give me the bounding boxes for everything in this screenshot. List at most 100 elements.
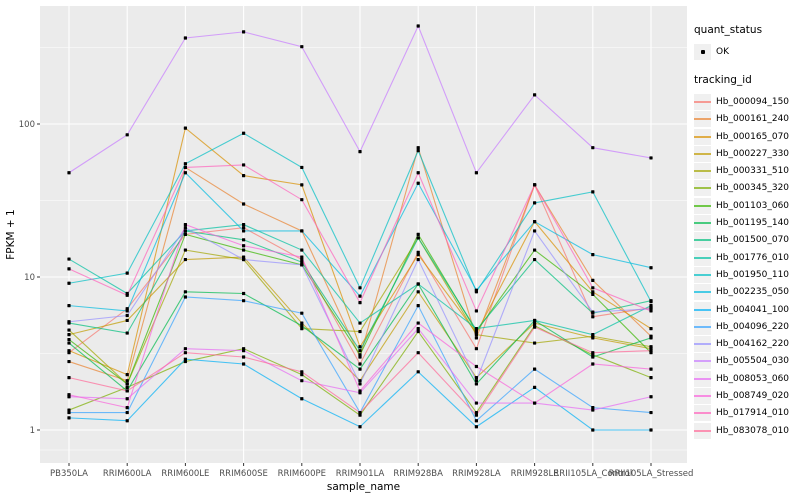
data-point <box>242 248 246 252</box>
legend-label: Hb_000227_330 <box>716 148 790 159</box>
legend-item-Hb_001195_140: Hb_001195_140 <box>694 214 800 232</box>
line-swatch-icon <box>694 239 711 242</box>
data-point <box>533 93 537 97</box>
legend-key <box>694 387 711 404</box>
data-point <box>649 367 653 371</box>
data-point <box>300 165 304 170</box>
data-point <box>242 349 246 353</box>
data-point <box>183 36 187 40</box>
data-point <box>125 382 129 386</box>
legend-key <box>694 284 711 301</box>
data-point <box>358 150 362 154</box>
legend-label: Hb_083078_010 <box>716 425 790 436</box>
legend-item-Hb_083078_010: Hb_083078_010 <box>694 422 800 439</box>
data-point <box>649 156 653 160</box>
data-point <box>474 401 478 405</box>
legend-key <box>694 232 711 249</box>
data-point <box>591 290 595 294</box>
data-point <box>533 341 537 345</box>
line-swatch-icon <box>694 100 711 103</box>
legend-item-Hb_000161_240: Hb_000161_240 <box>694 111 800 128</box>
line-swatch-icon <box>694 118 711 121</box>
legend-item-Hb_000094_150: Hb_000094_150 <box>694 93 800 110</box>
data-point <box>125 373 129 377</box>
data-point <box>300 321 304 325</box>
data-point <box>416 257 420 262</box>
data-point <box>474 364 478 369</box>
data-point <box>300 370 304 374</box>
data-point <box>300 257 304 262</box>
data-point <box>300 311 304 315</box>
data-point <box>183 165 187 170</box>
legend-label: Hb_000161_240 <box>716 114 790 125</box>
line-swatch-icon <box>694 394 711 397</box>
y-axis-title: FPKM + 1 <box>5 209 17 259</box>
x-tick-label: RRIM928LE <box>511 469 559 479</box>
data-point <box>125 419 129 423</box>
data-point <box>416 329 420 334</box>
data-point <box>649 304 653 308</box>
data-point <box>649 300 653 304</box>
data-point <box>242 291 246 296</box>
legend-key <box>694 249 711 266</box>
legend-item-Hb_001500_070: Hb_001500_070 <box>694 232 800 249</box>
line-swatch-icon <box>694 308 711 311</box>
x-tick-label: RRIM928BA <box>393 469 443 479</box>
data-point <box>183 357 187 361</box>
legend-item-Hb_008053_060: Hb_008053_060 <box>694 370 800 387</box>
data-point <box>242 355 246 359</box>
data-point <box>533 321 537 325</box>
data-point <box>533 257 537 262</box>
data-point <box>67 328 71 332</box>
data-point <box>649 309 653 313</box>
data-point <box>67 257 71 261</box>
data-point <box>300 183 304 187</box>
x-tick-label: RRII105LA_Control <box>553 469 632 479</box>
data-point <box>474 379 478 383</box>
data-point <box>474 382 478 386</box>
data-point <box>474 336 478 340</box>
data-point <box>591 351 595 355</box>
data-point <box>125 331 129 335</box>
data-point <box>242 255 246 259</box>
legend-quant-status: quant_status OK <box>694 24 800 60</box>
legend-label: Hb_000165_070 <box>716 131 790 142</box>
data-point <box>67 171 71 175</box>
data-point <box>183 347 187 351</box>
legend-label: Hb_001950_110 <box>716 269 790 280</box>
data-point <box>358 362 362 366</box>
data-point <box>591 428 595 432</box>
data-point <box>474 288 478 292</box>
data-point <box>474 410 478 415</box>
data-point <box>242 229 246 233</box>
data-point <box>474 376 478 380</box>
legend-title-tracking-id: tracking_id <box>694 74 752 87</box>
legend-item-Hb_000331_510: Hb_000331_510 <box>694 162 800 180</box>
data-point <box>358 379 362 383</box>
data-point <box>183 126 187 130</box>
line-swatch-icon <box>694 170 711 173</box>
data-point <box>242 299 246 303</box>
data-point <box>358 321 362 325</box>
legend-label: Hb_000331_510 <box>716 166 790 177</box>
data-point <box>358 286 362 290</box>
line-swatch-icon <box>694 291 711 294</box>
legend-tracking-id: tracking_id Hb_000094_150 Hb_000161_240 Hb… <box>694 74 800 439</box>
data-point <box>300 263 304 267</box>
data-point <box>358 410 362 415</box>
data-point <box>183 171 187 175</box>
data-point <box>416 370 420 374</box>
data-point <box>358 349 362 353</box>
line-swatch-icon <box>694 152 711 155</box>
data-point <box>358 294 362 298</box>
data-point <box>533 318 537 323</box>
data-point <box>67 393 71 397</box>
legend-label: Hb_002235_050 <box>716 287 790 298</box>
data-point <box>416 304 420 308</box>
legend-item-Hb_004162_220: Hb_004162_220 <box>694 335 800 353</box>
data-point <box>591 310 595 314</box>
data-point <box>300 326 304 331</box>
legend-key <box>694 266 711 283</box>
data-point <box>591 253 595 257</box>
legend-key <box>694 422 711 439</box>
